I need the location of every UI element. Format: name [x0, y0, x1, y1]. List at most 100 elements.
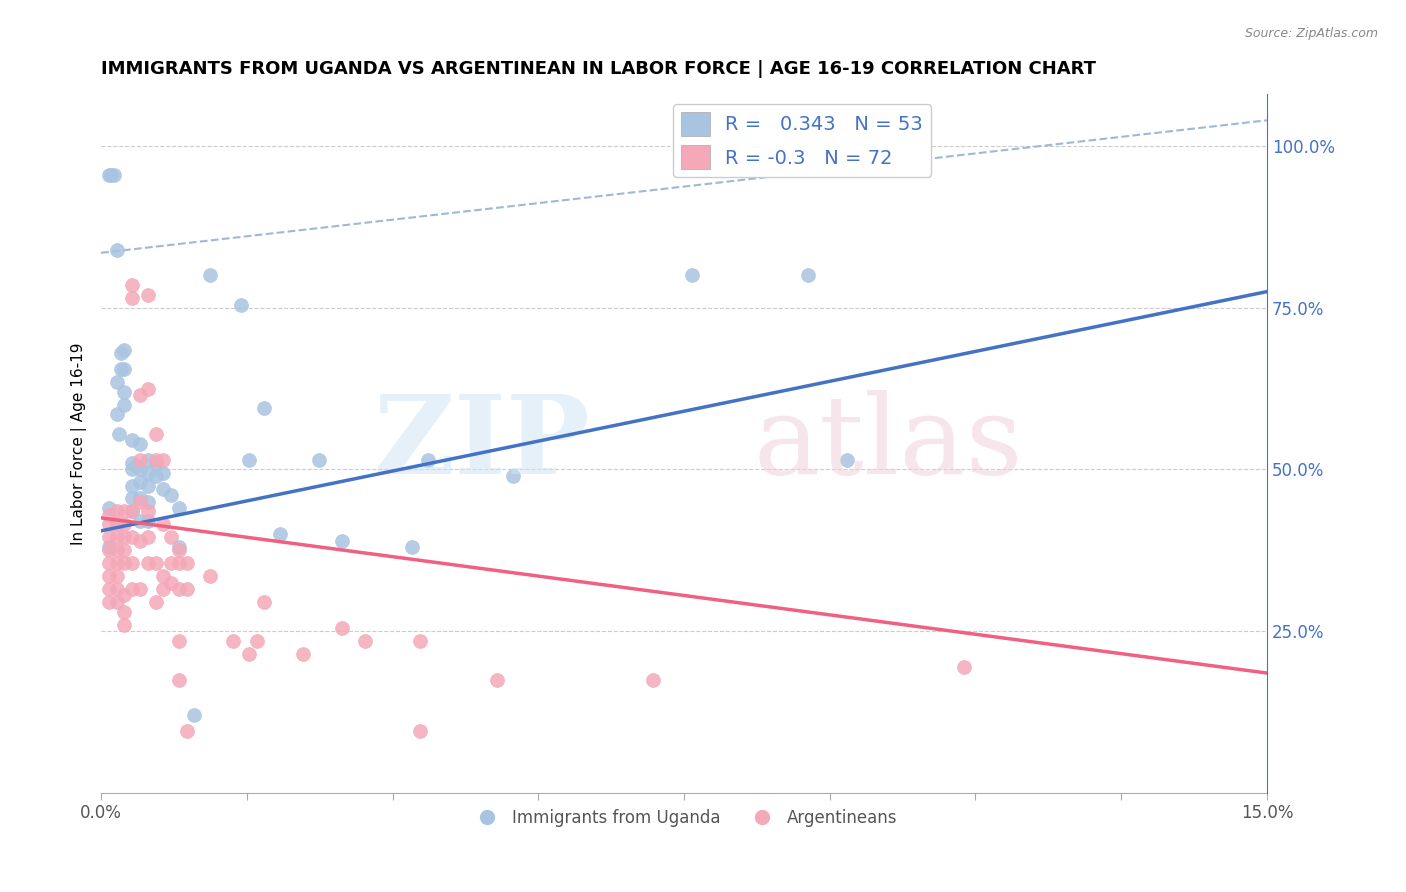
Point	[121, 278, 143, 293]
Point	[183, 708, 205, 723]
Point	[121, 556, 143, 570]
Point	[114, 517, 136, 532]
Point	[409, 633, 432, 648]
Point	[292, 647, 315, 661]
Point	[103, 168, 125, 182]
Point	[176, 724, 198, 739]
Point	[129, 533, 152, 548]
Point	[222, 633, 245, 648]
Point	[167, 556, 190, 570]
Point	[401, 540, 423, 554]
Point	[105, 517, 128, 532]
Point	[114, 398, 136, 412]
Point	[136, 478, 159, 492]
Point	[681, 268, 703, 283]
Point	[330, 533, 353, 548]
Point	[121, 478, 143, 492]
Point	[797, 268, 820, 283]
Point	[97, 540, 120, 554]
Point	[416, 452, 439, 467]
Point	[97, 595, 120, 609]
Point	[110, 346, 132, 360]
Text: Source: ZipAtlas.com: Source: ZipAtlas.com	[1244, 27, 1378, 40]
Point	[136, 288, 159, 302]
Point	[160, 556, 183, 570]
Point	[129, 514, 152, 528]
Point	[308, 452, 330, 467]
Point	[105, 243, 128, 257]
Point	[167, 582, 190, 596]
Point	[129, 491, 152, 506]
Point	[129, 388, 152, 402]
Point	[121, 462, 143, 476]
Point	[110, 362, 132, 376]
Point	[105, 530, 128, 544]
Point	[167, 501, 190, 516]
Point	[502, 468, 524, 483]
Point	[114, 504, 136, 518]
Point	[105, 375, 128, 389]
Point	[167, 633, 190, 648]
Point	[105, 582, 128, 596]
Point	[129, 462, 152, 476]
Point	[198, 268, 221, 283]
Point	[229, 297, 252, 311]
Point	[152, 482, 174, 496]
Point	[129, 436, 152, 450]
Point	[125, 459, 148, 474]
Point	[97, 569, 120, 583]
Point	[486, 673, 509, 687]
Point	[136, 494, 159, 508]
Point	[97, 530, 120, 544]
Point	[114, 543, 136, 558]
Point	[129, 582, 152, 596]
Point	[105, 408, 128, 422]
Point	[136, 504, 159, 518]
Point	[121, 504, 143, 518]
Point	[129, 494, 152, 508]
Point	[114, 530, 136, 544]
Point	[114, 589, 136, 603]
Point	[121, 530, 143, 544]
Point	[105, 504, 128, 518]
Point	[136, 466, 159, 480]
Point	[136, 530, 159, 544]
Point	[160, 575, 183, 590]
Point	[136, 514, 159, 528]
Point	[145, 556, 167, 570]
Point	[105, 543, 128, 558]
Point	[152, 569, 174, 583]
Point	[114, 556, 136, 570]
Point	[114, 384, 136, 399]
Point	[354, 633, 377, 648]
Point	[253, 401, 276, 415]
Point	[108, 426, 131, 441]
Text: IMMIGRANTS FROM UGANDA VS ARGENTINEAN IN LABOR FORCE | AGE 16-19 CORRELATION CHA: IMMIGRANTS FROM UGANDA VS ARGENTINEAN IN…	[101, 60, 1097, 78]
Point	[121, 491, 143, 506]
Point	[136, 382, 159, 396]
Point	[121, 582, 143, 596]
Point	[152, 517, 174, 532]
Point	[121, 434, 143, 448]
Point	[837, 452, 859, 467]
Point	[269, 527, 291, 541]
Point	[97, 168, 120, 182]
Point	[97, 501, 120, 516]
Point	[105, 556, 128, 570]
Point	[176, 582, 198, 596]
Point	[145, 426, 167, 441]
Point	[409, 724, 432, 739]
Point	[167, 673, 190, 687]
Point	[114, 362, 136, 376]
Point	[152, 582, 174, 596]
Point	[152, 452, 174, 467]
Point	[121, 456, 143, 470]
Point	[167, 540, 190, 554]
Point	[114, 343, 136, 357]
Point	[129, 475, 152, 490]
Point	[97, 508, 120, 522]
Point	[245, 633, 267, 648]
Point	[121, 291, 143, 305]
Point	[176, 556, 198, 570]
Point	[100, 168, 122, 182]
